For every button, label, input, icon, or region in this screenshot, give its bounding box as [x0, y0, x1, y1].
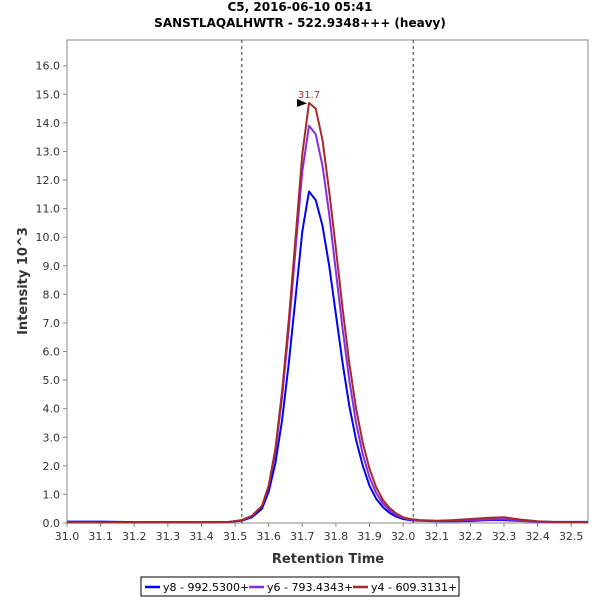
series-line-y4	[67, 101, 588, 524]
y-tick-label: 13.0	[36, 145, 61, 158]
x-tick-label: 31.9	[357, 530, 382, 543]
y-tick-label: 0.0	[43, 517, 61, 530]
x-tick-label: 31.6	[256, 530, 281, 543]
chart-subtitle: SANSTLAQALHWTR - 522.9348+++ (heavy)	[154, 16, 446, 30]
integration-boundaries	[241, 40, 414, 523]
y-tick-label: 4.0	[43, 403, 61, 416]
peak-marker-arrow	[297, 98, 308, 107]
plot-area	[66, 39, 589, 524]
y-tick-label: 9.0	[43, 260, 61, 273]
y-tick-label: 6.0	[43, 346, 61, 359]
y-tick-label: 15.0	[36, 88, 61, 101]
y-tick-label: 11.0	[36, 203, 61, 216]
y-tick-label: 1.0	[43, 488, 61, 501]
y-tick-label: 12.0	[36, 174, 61, 187]
x-tick-label: 32.5	[559, 530, 584, 543]
y-tick-label: 16.0	[36, 60, 61, 73]
y-tick-label: 10.0	[36, 231, 61, 244]
legend-label-y4: y4 - 609.3131+	[371, 581, 457, 594]
x-tick-label: 31.1	[88, 530, 113, 543]
series-lines	[67, 101, 588, 524]
y-axis-label: Intensity 10^3	[16, 227, 31, 335]
y-axis-ticks: 0.0 1.0 2.0 3.0 4.0 5.0 6.0 7.0 8.0 9.0 10.0 11.0 12…	[36, 60, 67, 530]
peak-annotation-group: 31.7	[297, 90, 320, 107]
legend: y8 - 992.5300+ y6 - 793.4343+ y4 - 609.3…	[140, 576, 460, 597]
y-tick-label: 3.0	[43, 431, 61, 444]
x-tick-label: 31.8	[324, 530, 349, 543]
legend-label-y6: y6 - 793.4343+	[267, 581, 353, 594]
y-tick-label: 14.0	[36, 117, 61, 130]
legend-label-y8: y8 - 992.5300+	[163, 581, 249, 594]
y-tick-label: 8.0	[43, 288, 61, 301]
y-tick-label: 5.0	[43, 374, 61, 387]
x-tick-label: 31.0	[55, 530, 80, 543]
chart-title: C5, 2016-06-10 05:41	[227, 0, 372, 14]
x-tick-label: 32.1	[424, 530, 449, 543]
x-tick-label: 32.4	[525, 530, 550, 543]
y-tick-label: 2.0	[43, 460, 61, 473]
x-tick-label: 31.4	[189, 530, 214, 543]
x-tick-label: 31.7	[290, 530, 315, 543]
x-axis-label: Retention Time	[272, 552, 384, 567]
y-tick-label: 7.0	[43, 317, 61, 330]
x-tick-label: 32.2	[458, 530, 483, 543]
x-tick-label: 31.3	[156, 530, 181, 543]
x-tick-label: 32.3	[492, 530, 517, 543]
x-axis-ticks: 31.0 31.1 31.2 31.3 31.4 31.5 31.6 31.7 31.8 31.9…	[55, 523, 584, 543]
x-tick-label: 32.0	[391, 530, 416, 543]
x-tick-label: 31.2	[122, 530, 147, 543]
legend-box	[140, 576, 460, 597]
x-tick-label: 31.5	[223, 530, 248, 543]
peak-label: 31.7	[298, 90, 320, 101]
